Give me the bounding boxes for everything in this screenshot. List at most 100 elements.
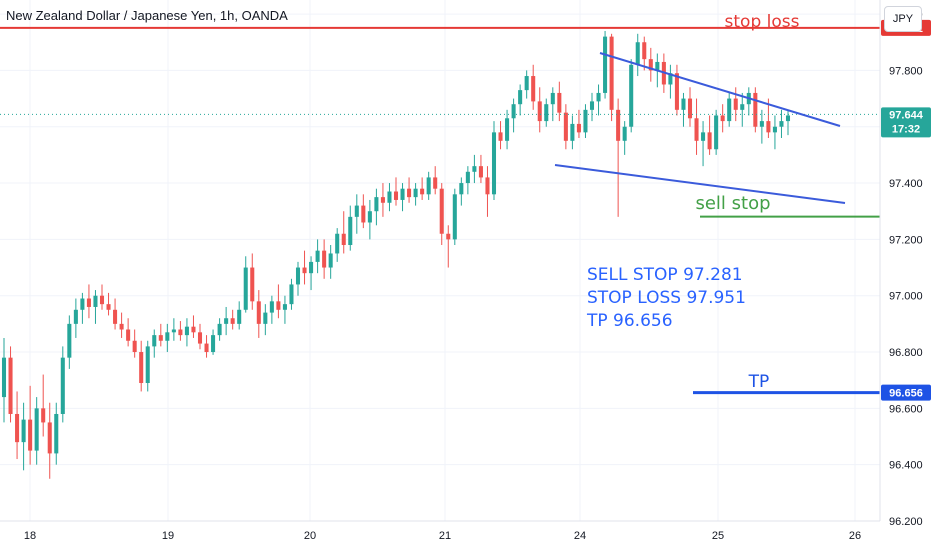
tp-price-tag-bg <box>881 384 931 401</box>
candle-body <box>322 250 327 268</box>
candle-body <box>171 329 176 333</box>
candle-body <box>211 335 216 353</box>
candle-body <box>537 101 542 122</box>
candle-body <box>766 121 771 133</box>
current-price-tag-bg <box>881 107 931 138</box>
candle-body <box>674 73 679 110</box>
candle-body <box>393 191 399 200</box>
grid-lines <box>0 0 880 522</box>
candle-body <box>478 166 483 178</box>
x-tick-label: 18 <box>24 530 36 542</box>
axes-layer: 98.00097.80097.60097.40097.20097.00096.8… <box>0 0 923 542</box>
candle-body <box>361 205 366 223</box>
candle-body <box>387 191 392 203</box>
candle-body <box>733 98 738 110</box>
y-tick-label: 97.400 <box>889 178 923 190</box>
candle-body <box>433 177 438 189</box>
candle-body <box>224 318 229 324</box>
candle-body <box>348 216 353 246</box>
candle-body <box>603 36 608 93</box>
note-tp: TP 96.656 <box>586 311 673 331</box>
candle-body <box>374 197 379 212</box>
candles-layer <box>1 30 791 479</box>
countdown-tag: 17:32 <box>892 123 920 135</box>
candle-body <box>8 357 13 414</box>
candle-body <box>230 318 235 324</box>
candle-body <box>67 323 72 358</box>
currency-button[interactable]: JPY <box>884 6 922 32</box>
candle-body <box>465 171 470 184</box>
y-tick-label: 96.800 <box>889 347 923 359</box>
tp-price-tag: 96.656 <box>889 388 923 400</box>
y-tick-label: 96.400 <box>889 460 923 472</box>
note-stop-loss: STOP LOSS 97.951 <box>587 288 746 308</box>
upper-trendline <box>599 52 841 127</box>
x-tick-label: 26 <box>849 530 861 542</box>
candle-body <box>237 309 242 324</box>
stop-loss-label: stop loss <box>725 12 800 32</box>
candle-body <box>472 166 477 172</box>
candle-body <box>694 118 699 141</box>
chart-title: New Zealand Dollar / Japanese Yen, 1h, O… <box>6 8 288 23</box>
candle-body <box>701 132 706 141</box>
y-tick-label: 96.600 <box>889 403 923 415</box>
candle-body <box>276 301 281 310</box>
candle-body <box>184 326 189 336</box>
candle-body <box>687 98 693 119</box>
candle-body <box>41 408 46 423</box>
candle-body <box>289 284 294 305</box>
candle-body <box>73 309 78 324</box>
candle-body <box>197 332 203 344</box>
candle-body <box>328 253 333 268</box>
candle-body <box>204 343 209 353</box>
candle-body <box>282 304 287 310</box>
y-tick-label: 97.000 <box>889 291 923 303</box>
candle-body <box>400 188 405 200</box>
candle-body <box>648 59 653 71</box>
candle-body <box>459 183 464 195</box>
candle-body <box>47 422 52 454</box>
candle-body <box>772 126 777 133</box>
candle-body <box>498 132 503 141</box>
drawings-layer: stop loss sell stop TP SELL STOP 97.281 STOP… <box>0 12 880 395</box>
candle-body <box>544 104 549 122</box>
candle-body <box>1 357 7 398</box>
sell-stop-label: sell stop <box>695 193 770 214</box>
candle-body <box>341 233 346 246</box>
candle-body <box>60 357 65 414</box>
candle-body <box>635 42 640 65</box>
candle-body <box>785 115 791 122</box>
candle-body <box>106 304 111 310</box>
candle-body <box>518 90 523 105</box>
candle-body <box>139 352 144 384</box>
candle-body <box>380 197 385 203</box>
candle-body <box>145 346 150 384</box>
candle-body <box>335 233 340 254</box>
candle-body <box>126 329 131 341</box>
candle-body <box>753 92 758 127</box>
candle-body <box>413 188 418 198</box>
candle-body <box>426 177 431 195</box>
candle-body <box>21 419 26 443</box>
candle-body <box>302 267 307 274</box>
candle-body <box>550 92 555 105</box>
candle-body <box>629 64 634 127</box>
candle-body <box>576 123 581 133</box>
candle-body <box>668 73 673 85</box>
candle-body <box>354 205 359 217</box>
candle-body <box>655 61 660 71</box>
candle-body <box>367 211 372 223</box>
x-tick-label: 24 <box>574 530 586 542</box>
candle-body <box>158 335 163 341</box>
candle-body <box>420 188 425 195</box>
candle-body <box>779 121 784 127</box>
candle-body <box>250 267 255 302</box>
candle-body <box>740 104 745 110</box>
candle-body <box>439 188 444 234</box>
candle-body <box>315 250 320 262</box>
candle-body <box>269 301 274 313</box>
candle-body <box>54 413 59 454</box>
candle-body <box>99 295 105 305</box>
candle-body <box>446 233 451 240</box>
